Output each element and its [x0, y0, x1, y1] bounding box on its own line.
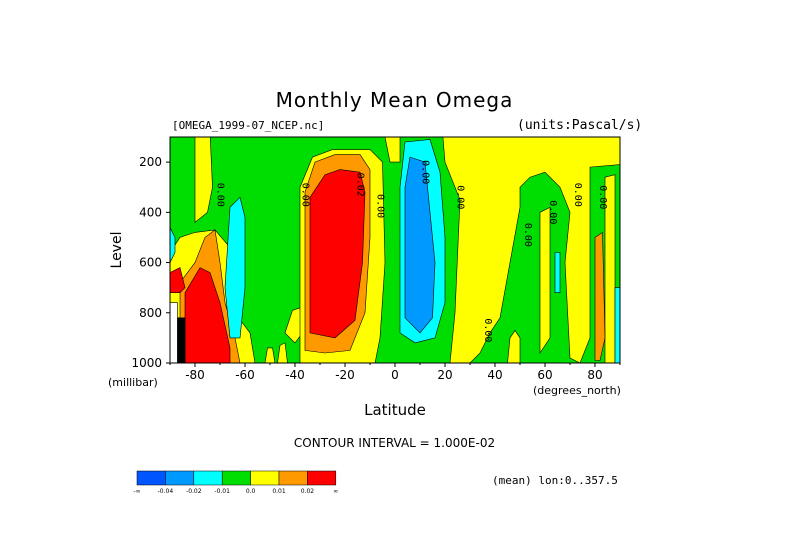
y-tick-label: 200 [139, 155, 162, 169]
chart-title: Monthly Mean Omega [275, 88, 514, 112]
colorbar-swatch [307, 470, 337, 486]
x-tick-label: -40 [285, 368, 305, 382]
mean-longitude-label: (mean) lon:0..357.5 [492, 474, 618, 487]
x-tick-label: -20 [335, 368, 355, 382]
contour-labels: 0.00 0.00 0.02 0.00 0.00 0.00 0.00 0.00 0.00 0.00… [215, 160, 608, 342]
colorbar-swatch [278, 470, 308, 486]
x-tick-label: 20 [437, 368, 452, 382]
contour-label: 0.00 [455, 185, 466, 209]
contour-label: 0.00 [482, 318, 493, 342]
colorbar-swatch [165, 470, 195, 486]
colorbar-label: -∞ [133, 488, 140, 495]
file-label: [OMEGA_1999-07_NCEP.nc] [172, 119, 325, 132]
contour-region [594, 231, 606, 361]
contour-region [224, 196, 246, 339]
contour-region [507, 329, 521, 363]
x-axis: -80 -60 -40 -20 0 20 40 60 80 [169, 363, 621, 382]
colorbar-swatch [250, 470, 280, 486]
contour-region [404, 156, 436, 334]
contour-region [170, 267, 186, 294]
contour-regions [170, 137, 620, 363]
y-tick-label: 400 [139, 205, 162, 219]
contour-region [277, 342, 288, 363]
contour-label: 0.00 [300, 183, 311, 207]
contour-region [384, 137, 401, 163]
x-tick-label: 80 [587, 368, 602, 382]
contour-region [184, 267, 231, 363]
contour-region [309, 169, 366, 339]
colorbar-label: -0.04 [158, 488, 174, 495]
colorbar-swatch [136, 470, 166, 486]
contour-region [442, 137, 620, 363]
x-tick-label: -60 [235, 368, 255, 382]
contour-label: 0.00 [547, 200, 558, 224]
y-unit-label: (millibar) [108, 376, 158, 389]
contour-label: 0.00 [215, 183, 226, 207]
y-tick-label: 600 [139, 256, 162, 270]
contour-label: 0.02 [354, 173, 365, 197]
contour-region [170, 302, 178, 363]
x-axis-title: Latitude [364, 401, 426, 419]
contour-region [170, 227, 176, 263]
colorbar-label: -0.02 [186, 488, 202, 495]
colorbar-swatch [221, 470, 251, 486]
colorbar-label: ∞ [333, 488, 338, 495]
colorbar-label: -0.01 [214, 488, 230, 495]
x-tick-label: 60 [537, 368, 552, 382]
contour-label: 0.00 [420, 160, 431, 184]
x-tick-label: 40 [487, 368, 502, 382]
y-tick-label: 1000 [131, 356, 162, 370]
contour-region [554, 252, 561, 294]
units-label: (units:Pascal/s) [517, 118, 643, 133]
contour-interval-label: CONTOUR INTERVAL = 1.000E-02 [293, 436, 496, 450]
contour-region [177, 317, 186, 363]
colorbar-label: 0.02 [301, 488, 315, 495]
contour-label: 0.00 [522, 223, 533, 247]
y-tick-label: 800 [139, 306, 162, 320]
y-axis-title: Level [109, 232, 125, 269]
colorbar-label: 0.01 [272, 488, 286, 495]
x-tick-label: -80 [185, 368, 205, 382]
y-axis: 200 400 600 800 1000 [131, 155, 170, 370]
contour-label: 0.00 [572, 183, 583, 207]
contour-region [539, 206, 551, 354]
x-tick-label: 0 [391, 368, 399, 382]
colorbar-label: 0.0 [246, 488, 256, 495]
contour-label: 0.00 [597, 185, 608, 209]
contour-region [604, 174, 616, 363]
contour-region [194, 137, 213, 224]
colorbar-swatch [193, 470, 223, 486]
x-unit-label: (degrees_north) [533, 384, 621, 397]
contour-label: 0.00 [375, 194, 386, 218]
contour-region [614, 287, 620, 363]
contour-region [264, 347, 276, 363]
colorbar: -∞ -0.04 -0.02 -0.01 0.0 0.01 0.02 ∞ [133, 470, 338, 495]
